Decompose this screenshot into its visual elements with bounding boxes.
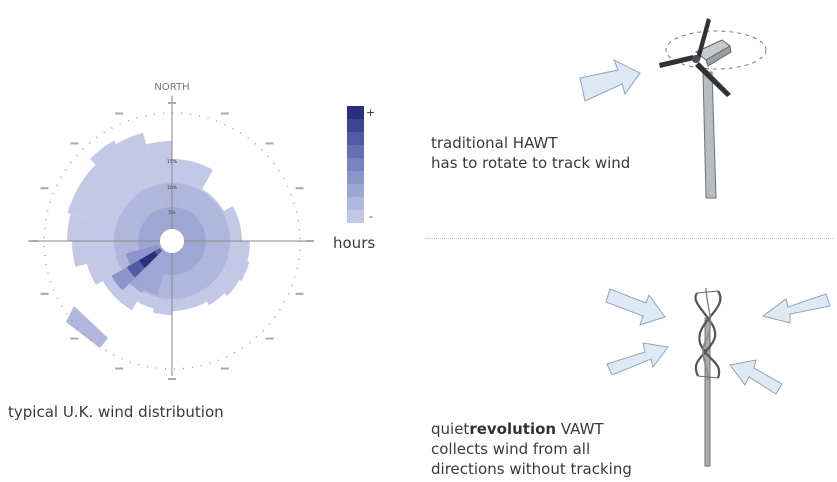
bearing-tick [70, 337, 79, 340]
hawt-caption: traditional HAWT has to rotate to track … [431, 133, 630, 173]
rose-sector-inner [178, 249, 197, 271]
rose-sector-inner [180, 247, 202, 266]
rose-sector-inner [178, 211, 197, 233]
hawt-caption-line2: has to rotate to track wind [431, 154, 631, 172]
bearing-tick [220, 112, 229, 115]
rose-sector-inner [182, 244, 205, 258]
bearing-tick [115, 367, 124, 370]
hawt-blade-icon [696, 18, 711, 60]
rose-sector-inner [172, 207, 181, 230]
rose-sector-inner [155, 208, 169, 231]
legend-title: hours [333, 234, 376, 252]
legend-swatch [347, 119, 364, 132]
bearing-tick [295, 187, 304, 190]
rose-sector-accent [129, 250, 165, 293]
ring-label-inner: 5% [168, 210, 176, 216]
bearing-tick [168, 378, 176, 380]
vawt-turbine-illustration [605, 287, 831, 467]
legend-swatch [347, 106, 364, 119]
rose-sector-inner [138, 241, 161, 250]
rose-sector-inner [139, 224, 162, 238]
legend-min-symbol: - [369, 210, 373, 223]
vawt-wind-arrow-icon [605, 288, 666, 326]
rose-sector-inner [147, 211, 166, 233]
bearing-tick [168, 102, 176, 104]
rose-sector-inner [142, 216, 164, 235]
rose-sector-inner [175, 251, 189, 274]
ring-label-middle: 10% [167, 185, 178, 191]
hawt-wind-arrow-icon [579, 58, 641, 102]
bearing-tick [265, 337, 274, 340]
rose-sector-inner [175, 208, 189, 231]
vawt-caption-line1: quietrevolution VAWT [431, 419, 632, 439]
vawt-brand-bold: revolution [469, 420, 557, 438]
bearing-tick [265, 142, 274, 145]
rose-sector-inner [183, 241, 206, 250]
rose-sector-inner [183, 232, 206, 241]
bearing-tick [295, 292, 304, 295]
rose-sector-accent [139, 251, 158, 268]
rose-center [160, 229, 184, 253]
rose-sector-inner [163, 207, 172, 230]
wind-rose-sectors [66, 132, 250, 348]
rose-sector-inner [172, 252, 181, 275]
hawt-tower-icon [702, 71, 717, 199]
rose-sector-outlier [66, 306, 108, 348]
rose-sector-accent [125, 244, 160, 265]
vawt-caption-line3: directions without tracking [431, 460, 632, 478]
legend-swatch [347, 158, 364, 171]
legend-swatch [347, 145, 364, 158]
bearing-tick [306, 240, 314, 242]
vawt-caption: quietrevolution VAWT collects wind from … [431, 419, 632, 479]
hawt-turbine-illustration [579, 18, 767, 199]
bearing-tick [40, 292, 49, 295]
legend-swatch [347, 210, 364, 223]
rose-sector-inner [182, 224, 205, 238]
legend-max-symbol: + [366, 106, 376, 119]
rose-sector-accent [144, 253, 169, 296]
hours-legend-bar [347, 106, 364, 223]
vawt-caption-line2: collects wind from all [431, 440, 591, 458]
legend-swatch [347, 184, 364, 197]
vawt-brand-prefix: quiet [431, 420, 470, 438]
vawt-brand-suffix: VAWT [556, 420, 604, 438]
ring-label-outer: 15% [167, 159, 178, 165]
bearing-ticks [30, 102, 314, 380]
rotation-path-icon [665, 30, 767, 70]
wind-rose-caption: typical U.K. wind distribution [8, 403, 224, 421]
bearing-tick [70, 142, 79, 145]
bearing-tick [30, 240, 38, 242]
legend-swatch [347, 197, 364, 210]
rose-sector-inner [180, 216, 202, 235]
legend-swatch [347, 171, 364, 184]
legend-swatch [347, 132, 364, 145]
north-label: NORTH [154, 82, 189, 93]
rose-sector-inner [138, 232, 161, 241]
hawt-caption-line1: traditional HAWT [431, 134, 558, 152]
section-divider [425, 238, 833, 239]
bearing-tick [40, 187, 49, 190]
bearing-tick [115, 112, 124, 115]
bearing-tick [220, 367, 229, 370]
rose-sector-inner [163, 252, 172, 275]
